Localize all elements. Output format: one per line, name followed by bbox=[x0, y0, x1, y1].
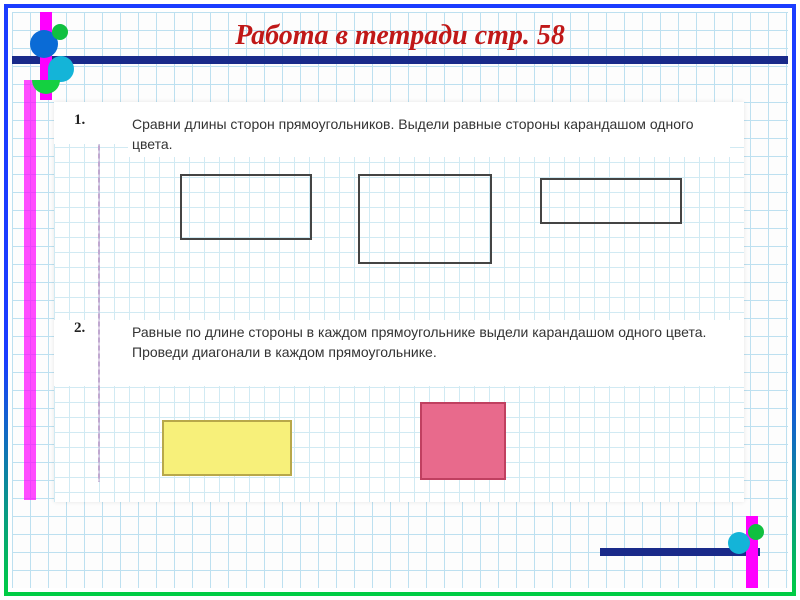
task1-rect-3 bbox=[540, 178, 682, 224]
dotted-margin bbox=[98, 144, 100, 482]
deco-shape-cyan bbox=[48, 56, 74, 82]
worksheet-panel: 1. Сравни длины сторон прямоугольников. … bbox=[54, 102, 744, 502]
top-rule bbox=[12, 56, 788, 64]
deco-bar-left-long bbox=[24, 80, 36, 500]
worksheet-grid bbox=[54, 102, 744, 502]
task1-rect-1 bbox=[180, 174, 312, 240]
task-2-text: Равные по длине стороны в каждом прямоуг… bbox=[128, 320, 730, 365]
task-2-number: 2. bbox=[74, 320, 85, 337]
deco-br-cyan bbox=[728, 532, 750, 554]
task2-rect-1 bbox=[162, 420, 292, 476]
title-text: Работа в тетради стр. 58 bbox=[235, 20, 565, 51]
deco-br-green bbox=[748, 524, 764, 540]
task2-rect-2 bbox=[420, 402, 506, 480]
task-1-text: Сравни длины сторон прямоугольников. Выд… bbox=[128, 112, 730, 157]
task-2-text-a: Равные по длине стороны в каждом прямоуг… bbox=[132, 324, 706, 340]
task-2-text-b: Проведи диагонали в каждом прямоугольник… bbox=[132, 344, 437, 360]
task-1-number: 1. bbox=[74, 112, 85, 129]
task1-rect-2 bbox=[358, 174, 492, 264]
task-1-figures bbox=[124, 170, 724, 290]
page-title: Работа в тетради стр. 58 bbox=[0, 20, 800, 52]
